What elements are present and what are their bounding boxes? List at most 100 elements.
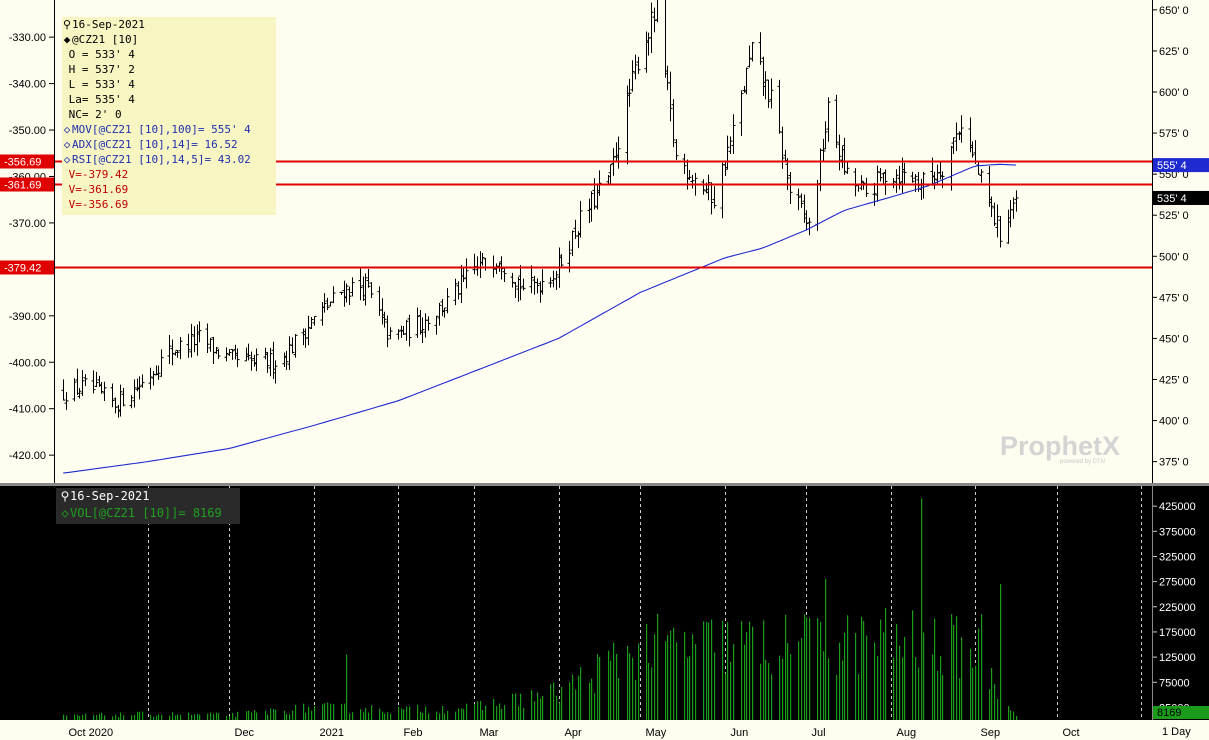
right-tick-label: 400' 0 xyxy=(1159,416,1189,428)
ohlc-bar xyxy=(799,193,804,208)
ohlc-bar xyxy=(750,41,755,62)
ohlc-bar xyxy=(99,382,104,394)
volume-bar xyxy=(616,653,618,720)
volume-bar xyxy=(523,707,525,720)
ohlc-bar xyxy=(456,281,461,300)
moving-average-line xyxy=(63,163,1016,474)
volume-bar xyxy=(613,642,615,720)
volume-bar xyxy=(82,714,84,720)
volume-bar xyxy=(360,709,362,720)
ohlc-bar xyxy=(652,7,657,33)
volume-bar xyxy=(828,658,830,720)
volume-bar xyxy=(442,705,444,720)
volume-bar xyxy=(137,711,139,720)
volume-bar xyxy=(912,610,914,720)
volume-bar xyxy=(972,667,974,720)
volume-bar xyxy=(409,706,411,720)
volume-bar xyxy=(599,656,601,720)
volume-bar xyxy=(265,710,267,720)
volume-bar xyxy=(382,711,384,720)
ohlc-bar xyxy=(189,323,194,358)
volume-bar xyxy=(134,714,136,720)
ohlc-bar xyxy=(175,349,180,358)
ohlc-bar xyxy=(77,388,82,399)
volume-bar xyxy=(436,711,438,720)
info-mov: MOV[@CZ21 [10],100]= 555' 4 xyxy=(72,123,251,136)
horizontal-line-label: -361.69 xyxy=(4,180,41,192)
volume-bar xyxy=(733,644,735,720)
ohlc-bar xyxy=(110,383,115,408)
volume-tick-label: 125000 xyxy=(1159,652,1196,664)
volume-bar xyxy=(218,713,220,720)
ohlc-bar xyxy=(894,169,899,193)
volume-bar xyxy=(687,657,689,720)
volume-bar xyxy=(368,712,370,720)
volume-value-tag xyxy=(1153,706,1209,719)
ohlc-bar xyxy=(347,286,352,305)
volume-bar xyxy=(923,632,925,720)
volume-bar xyxy=(327,702,329,720)
volume-tick-label: 75000 xyxy=(1159,677,1190,689)
info-panel[interactable]: ⚲16-Sep-2021 ◆ @CZ21 [10] O = 533' 4 H = … xyxy=(62,17,276,215)
ohlc-bar xyxy=(331,286,336,304)
volume-bar xyxy=(96,715,98,720)
ohlc-bar xyxy=(363,273,368,306)
panel-separator[interactable] xyxy=(0,483,1209,486)
ohlc-bar xyxy=(570,230,575,257)
volume-bar xyxy=(959,678,961,720)
month-labels: Oct 2020 Dec 2021 Feb Mar Apr May Jun Jul Aug Sep O… xyxy=(69,727,1080,739)
ohlc-bar xyxy=(293,334,298,358)
horizontal-line-label: -356.69 xyxy=(4,157,41,169)
volume-bar xyxy=(177,714,179,720)
ohlc-bar xyxy=(535,278,540,294)
volume-bar xyxy=(855,632,857,720)
volume-bar xyxy=(210,712,212,720)
ohlc-bar xyxy=(208,337,213,352)
info-v2: V=-361.69 xyxy=(68,183,129,196)
info-adx: ADX[@CZ21 [10],14]= 16.52 xyxy=(72,138,238,151)
volume-bar xyxy=(270,708,272,720)
volume-info-panel[interactable]: ⚲16-Sep-2021 ◇VOL[@CZ21 [10]]= 8169 xyxy=(56,488,240,524)
ohlc-bars xyxy=(61,0,1019,418)
ohlc-bar xyxy=(426,316,431,331)
volume-bar xyxy=(790,654,792,720)
ohlc-bar xyxy=(339,291,344,295)
volume-bar xyxy=(458,708,460,720)
right-tick-label: 500' 0 xyxy=(1159,251,1189,263)
volume-bar xyxy=(646,623,648,720)
timeframe-label[interactable]: 1 Day xyxy=(1162,726,1191,738)
ohlc-bar xyxy=(998,216,1003,248)
ohlc-bar xyxy=(132,379,137,408)
volume-bar xyxy=(673,627,675,720)
volume-bar xyxy=(572,674,574,720)
left-tick-label: -410.00 xyxy=(9,404,46,416)
volume-bar xyxy=(722,620,724,720)
volume-bar xyxy=(956,616,958,720)
volume-bar xyxy=(115,714,117,720)
ohlc-bar xyxy=(959,115,964,143)
volume-bar xyxy=(989,689,991,720)
volume-bar xyxy=(504,705,506,720)
volume-bar xyxy=(156,715,158,720)
volume-bar xyxy=(746,632,748,720)
ohlc-bar xyxy=(728,136,733,155)
volume-bar xyxy=(311,710,313,720)
volume-bar xyxy=(422,712,424,720)
volume-bar xyxy=(496,705,498,720)
volume-bar xyxy=(932,654,934,720)
volume-bar xyxy=(556,695,558,720)
ohlc-bar xyxy=(995,204,1000,238)
volume-bar xyxy=(877,656,879,720)
price-tags: 555' 4 535' 4 xyxy=(1153,158,1209,205)
ohlc-bar xyxy=(630,60,635,92)
ohlc-bar xyxy=(608,164,613,184)
horizontal-line-tag xyxy=(0,154,54,169)
diamond-outline-icon: ◇ xyxy=(63,153,71,166)
ohlc-bar xyxy=(129,395,134,409)
ohlc-bar xyxy=(148,367,153,390)
ohlc-bar xyxy=(589,191,594,222)
volume-bar xyxy=(501,708,503,720)
volume-bar xyxy=(618,678,620,720)
volume-bar xyxy=(670,630,672,720)
price-tag xyxy=(1153,158,1209,173)
